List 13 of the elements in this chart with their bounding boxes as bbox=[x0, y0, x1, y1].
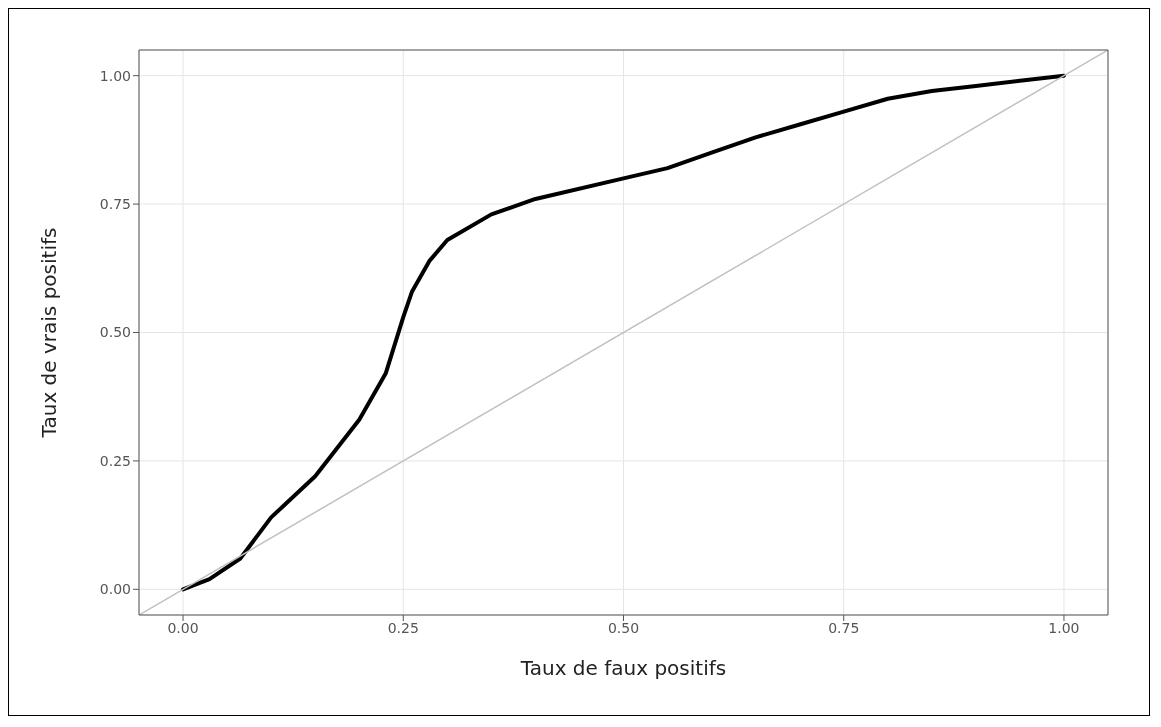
y-tick-label: 1.00 bbox=[99, 67, 131, 84]
x-tick-label: 0.00 bbox=[167, 619, 199, 636]
y-tick-label: 0.75 bbox=[99, 196, 131, 213]
x-tick-label: 1.00 bbox=[1048, 619, 1080, 636]
x-tick-label: 0.75 bbox=[828, 619, 860, 636]
x-tick-label: 0.50 bbox=[607, 619, 640, 636]
x-axis-title: Taux de faux positifs bbox=[519, 656, 727, 680]
x-tick-label: 0.25 bbox=[387, 619, 419, 636]
y-axis-title: Taux de vrais positifs bbox=[37, 227, 62, 439]
y-tick-label: 0.00 bbox=[99, 581, 131, 598]
line-series bbox=[181, 73, 1066, 592]
y-tick-label: 0.25 bbox=[99, 452, 131, 469]
y-tick-label: 0.50 bbox=[99, 324, 131, 341]
